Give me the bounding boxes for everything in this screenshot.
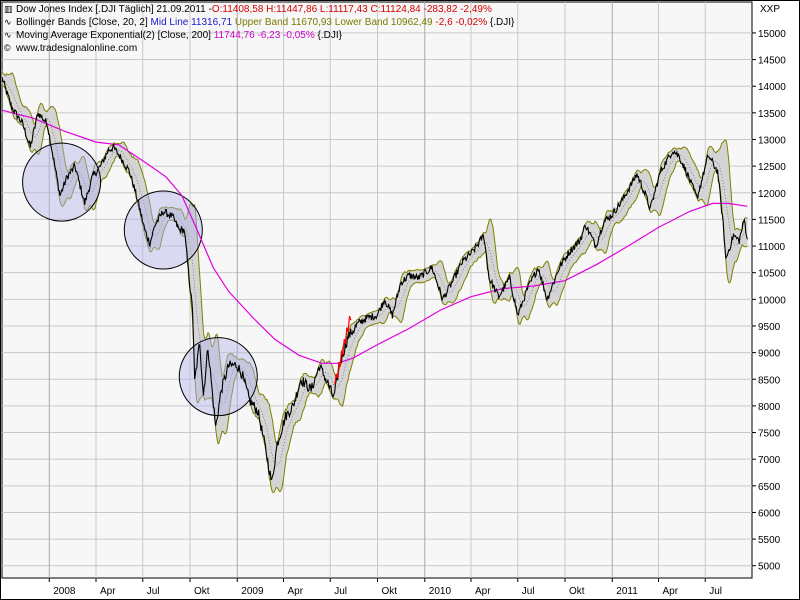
plot-area <box>1 1 753 579</box>
legend-ema-label: Moving Average Exponential(2) [Close, 20… <box>16 30 211 41</box>
legend-line-ema: ∿ Moving Average Exponential(2) [Close, … <box>4 29 514 42</box>
annotation-circle <box>178 337 258 417</box>
corner-label: XXP <box>760 4 781 15</box>
y-tick-label: 13000 <box>758 135 786 146</box>
y-tick-label: 9500 <box>758 322 781 333</box>
legend-line-bollinger: ∿ Bollinger Bands [Close, 20, 2] Mid Lin… <box>4 16 514 29</box>
legend-source-label: www.tradesignalonline.com <box>16 43 138 54</box>
legend-line-price: ▥ Dow Jones Index [.DJI Täglich] 21.09.2… <box>4 3 514 16</box>
highlight-segment <box>334 315 352 385</box>
y-tick-label: 7500 <box>758 429 781 440</box>
legend-price-ohlc: O:11408,58 H:11447,86 L:11117,43 C:11124… <box>211 4 492 15</box>
x-tick-label: Apr <box>475 586 491 597</box>
y-tick-label: 12000 <box>758 189 786 200</box>
y-tick-label: 5000 <box>758 562 781 573</box>
y-tick-label: 13500 <box>758 109 786 120</box>
x-tick-label: Jul <box>709 586 722 597</box>
legend-bollinger-mid: Mid Line 11316,71 <box>150 17 233 28</box>
price-line <box>1 76 748 481</box>
x-tick-label: Jul <box>522 586 535 597</box>
annotation-circle <box>123 190 203 270</box>
candlestick-icon: ▥ <box>4 4 13 14</box>
indicator-icon: ∿ <box>4 30 12 40</box>
y-tick-label: 10500 <box>758 269 786 280</box>
legend-price-label: Dow Jones Index [.DJI Täglich] 21.09.201… <box>16 4 212 15</box>
legend-ema-symbol: {.DJI} <box>317 30 342 41</box>
y-tick-label: 6000 <box>758 508 781 519</box>
y-tick-label: 11500 <box>758 215 786 226</box>
y-tick-label: 10000 <box>758 295 786 306</box>
legend-bollinger-lower: Lower Band 10962,49 <box>334 17 433 28</box>
y-tick-label: 14000 <box>758 82 786 93</box>
copyright-icon: © <box>4 43 11 53</box>
legend-bollinger-label: Bollinger Bands [Close, 20, 2] <box>16 17 148 28</box>
x-tick-label: 2011 <box>616 586 638 597</box>
y-tick-label: 8000 <box>758 402 781 413</box>
x-tick-label: 2009 <box>241 586 264 597</box>
x-tick-label: Okt <box>569 586 585 597</box>
y-tick-label: 14500 <box>758 56 786 67</box>
x-tick-label: 2008 <box>53 586 76 597</box>
annotation-circle <box>22 142 102 222</box>
y-tick-label: 15000 <box>758 29 786 40</box>
x-tick-label: Apr <box>288 586 304 597</box>
y-tick-label: 5500 <box>758 535 781 546</box>
y-tick-label: 7000 <box>758 455 781 466</box>
legend-bollinger-upper: Upper Band 11670,93 <box>234 17 332 28</box>
y-tick-label: 8500 <box>758 375 781 386</box>
x-tick-label: Okt <box>382 586 398 597</box>
x-tick-label: Apr <box>100 586 116 597</box>
ema-200-line <box>1 109 748 364</box>
x-tick-label: Apr <box>663 586 679 597</box>
legend: ▥ Dow Jones Index [.DJI Täglich] 21.09.2… <box>4 3 514 55</box>
y-tick-label: 11000 <box>758 242 786 253</box>
x-tick-label: Jul <box>334 586 347 597</box>
y-tick-label: 12500 <box>758 162 786 173</box>
y-tick-label: 9000 <box>758 349 781 360</box>
legend-line-source: © www.tradesignalonline.com <box>4 42 514 55</box>
bollinger-lower-line <box>1 83 748 494</box>
x-tick-label: Jul <box>147 586 160 597</box>
x-tick-label: 2010 <box>429 586 452 597</box>
y-tick-label: 6500 <box>758 482 781 493</box>
legend-bollinger-symbol: {.DJI} <box>489 17 515 28</box>
x-tick-label: Okt <box>194 586 210 597</box>
indicator-icon: ∿ <box>4 17 12 27</box>
legend-bollinger-change: -2,6 -0,02% <box>435 17 488 28</box>
legend-ema-value: 11744,76 -6,23 -0,05% <box>213 30 315 41</box>
